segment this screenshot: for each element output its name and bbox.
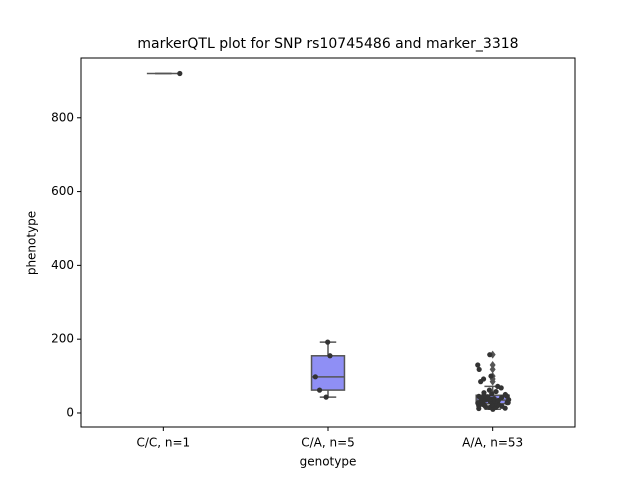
point — [488, 373, 494, 379]
point — [475, 362, 481, 368]
x-axis-label: genotype — [300, 455, 357, 469]
y-tick-label: 800 — [51, 110, 74, 124]
box — [310, 355, 346, 391]
point — [312, 374, 318, 380]
outlier — [489, 361, 496, 370]
y-tick-label: 0 — [66, 405, 74, 419]
plot-frame — [80, 57, 576, 428]
point — [487, 352, 493, 358]
y-tick-label: 600 — [51, 184, 74, 198]
point — [327, 353, 333, 359]
x-tick-label: A/A, n=53 — [462, 436, 523, 450]
point — [316, 387, 323, 393]
point — [486, 387, 493, 393]
outlier — [489, 365, 496, 374]
x-tick-label: C/C, n=1 — [136, 436, 190, 450]
point — [495, 397, 501, 404]
y-axis-label: phenotype — [25, 211, 39, 275]
x-tick-label: C/A, n=5 — [301, 436, 355, 450]
point — [476, 393, 482, 399]
point — [177, 70, 183, 77]
point — [325, 339, 331, 345]
point — [495, 383, 501, 390]
y-tick-label: 200 — [51, 332, 74, 346]
chart-title: markerQTL plot for SNP rs10745486 and ma… — [137, 36, 518, 52]
point — [491, 395, 497, 402]
point — [481, 390, 487, 396]
y-tick-label: 400 — [51, 258, 74, 272]
point — [493, 388, 499, 395]
point — [323, 394, 329, 400]
point — [499, 394, 505, 401]
point — [480, 376, 487, 382]
point — [502, 391, 508, 398]
point — [476, 366, 482, 373]
